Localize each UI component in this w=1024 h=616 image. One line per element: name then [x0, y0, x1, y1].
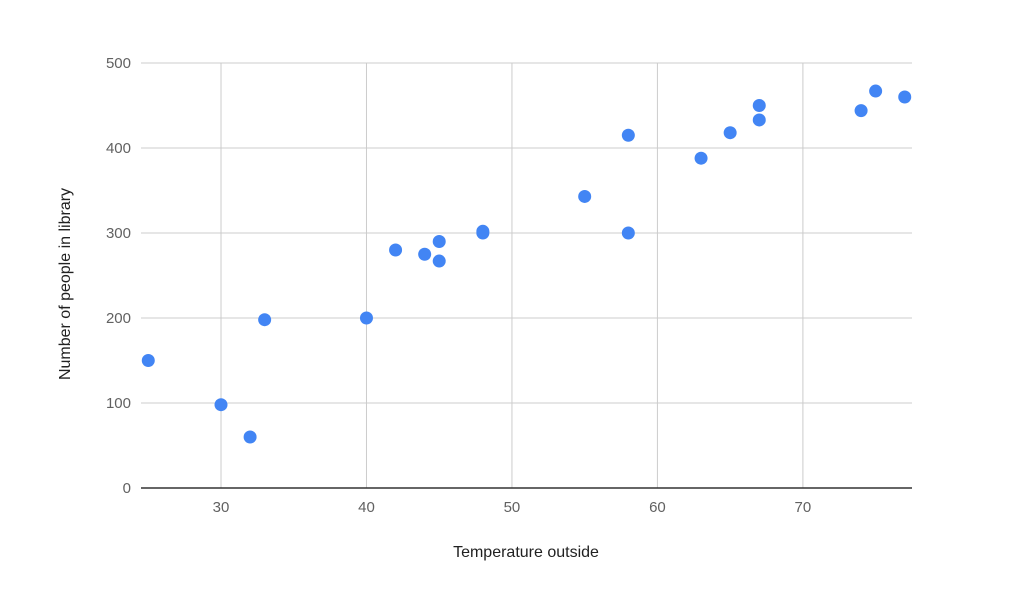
data-point	[418, 247, 432, 261]
data-point	[723, 126, 737, 140]
x-tick-label: 50	[504, 499, 521, 516]
data-point	[243, 430, 257, 444]
x-axis-title: Temperature outside	[453, 544, 599, 561]
y-tick-label: 400	[106, 140, 131, 157]
y-tick-label: 0	[123, 480, 131, 497]
data-point	[621, 128, 635, 142]
y-tick-label: 500	[106, 55, 131, 72]
y-axis-title: Number of people in library	[57, 188, 74, 380]
x-tick-label: 40	[358, 499, 375, 516]
y-tick-label: 200	[106, 310, 131, 327]
data-point	[898, 90, 912, 104]
data-point	[214, 398, 228, 412]
data-point	[359, 311, 373, 325]
data-point	[476, 224, 490, 238]
data-point	[621, 226, 635, 240]
tick-labels: 0 100 200 300 400 500 30 40 50 60 70	[106, 55, 811, 516]
data-point	[869, 84, 883, 98]
gridlines	[141, 62, 912, 488]
x-tick-label: 60	[649, 499, 666, 516]
data-point	[578, 189, 592, 203]
y-tick-label: 100	[106, 395, 131, 412]
x-tick-label: 30	[213, 499, 230, 516]
data-point	[854, 104, 868, 118]
data-point	[141, 354, 155, 367]
y-tick-label: 300	[106, 225, 131, 242]
data-point	[432, 235, 446, 248]
data-point	[752, 113, 766, 127]
x-tick-label: 70	[795, 499, 812, 516]
data-point	[694, 151, 708, 165]
data-point	[752, 99, 766, 112]
data-point	[432, 254, 446, 268]
data-point	[389, 243, 403, 257]
data-points	[141, 84, 912, 444]
data-point	[258, 313, 272, 327]
